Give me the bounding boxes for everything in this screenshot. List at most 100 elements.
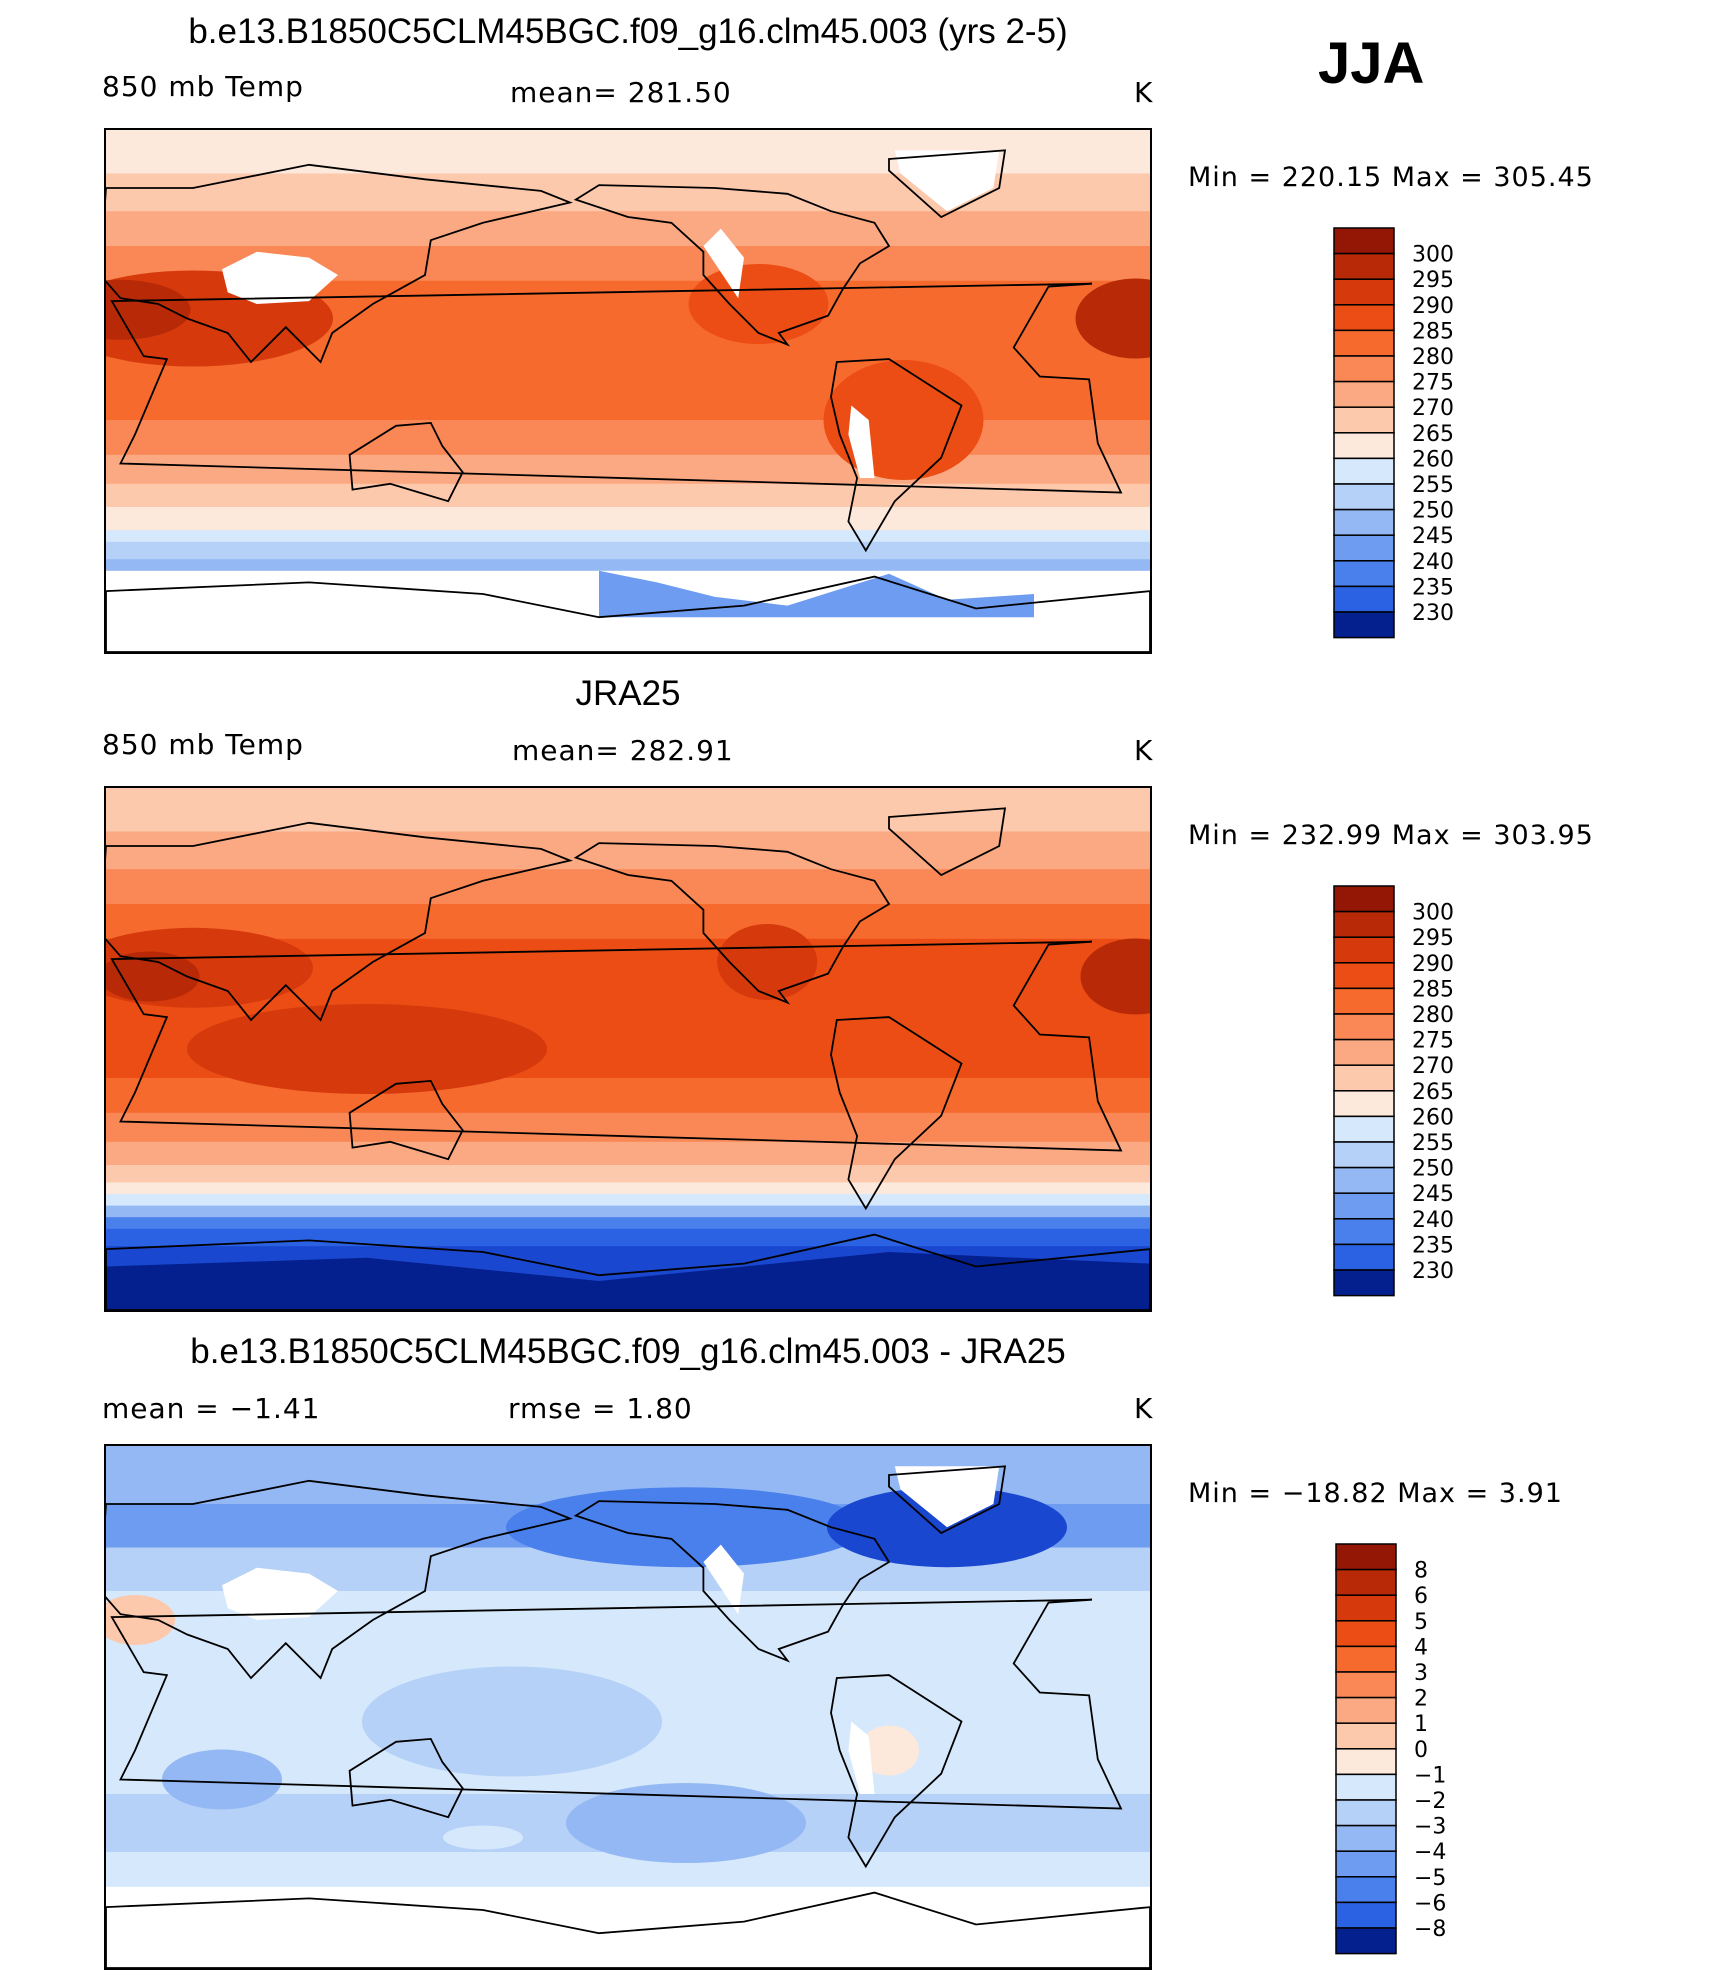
cold-anomaly [506, 1487, 866, 1568]
africa-coastline [110, 1598, 1123, 1810]
colorbar-swatch [1335, 1748, 1397, 1776]
australia-coastline [348, 421, 464, 503]
eurasia-coastline [106, 821, 573, 1022]
warm-anomaly [106, 1595, 175, 1645]
colorbar-tick-label: 0 [1414, 1738, 1428, 1763]
antarctica-coastline [106, 575, 1150, 652]
colorbar-tick-label: 250 [1412, 499, 1454, 524]
warm-region [823, 360, 984, 480]
eurasia-coastline [106, 1479, 573, 1680]
colorbar-swatch [1335, 1696, 1397, 1724]
min-max-label: Min = 232.99 Max = 303.95 [1188, 820, 1594, 851]
colorbar-swatch [1335, 1927, 1397, 1955]
colorbar-swatch [1335, 1850, 1397, 1878]
colorbar-swatch [1333, 278, 1395, 306]
colorbar-tick-label: 240 [1412, 1208, 1454, 1233]
warm-region [717, 924, 818, 1000]
cold-anomaly [566, 1783, 806, 1863]
cold-anomaly [162, 1749, 282, 1810]
map-panel-model [104, 128, 1152, 654]
greenland-coastline [888, 807, 1007, 877]
temperature-band [106, 454, 1150, 485]
colorbar-swatch [1333, 227, 1395, 255]
temperature-band [106, 559, 1150, 572]
cold-region [106, 1252, 1150, 1310]
colorbar-tick-label: 265 [1412, 422, 1454, 447]
colorbar-swatch [1333, 962, 1395, 990]
temperature-band [106, 1182, 1150, 1195]
south-america-coastline [830, 358, 963, 553]
colorbar-tick-label: 245 [1412, 524, 1454, 549]
colorbar-tick-label: 255 [1412, 1131, 1454, 1156]
colorbar-swatch [1335, 1620, 1397, 1648]
map-panel-obs [104, 786, 1152, 1312]
missing-data-region [703, 1544, 744, 1615]
missing-data-region [222, 251, 338, 304]
colorbar-tick-label: 290 [1412, 952, 1454, 977]
colorbar-tick-label: −8 [1414, 1917, 1446, 1942]
colorbar-swatch [1335, 1799, 1397, 1827]
colorbar-swatch [1333, 406, 1395, 434]
colorbar-swatch [1333, 252, 1395, 280]
missing-data-region [894, 1466, 1000, 1528]
colorbar-swatch [1333, 1090, 1395, 1118]
warm-region [106, 279, 191, 340]
africa-coastline [110, 282, 1123, 494]
eurasia-coastline [106, 163, 573, 364]
temperature-band [106, 1205, 1150, 1218]
temperature-band [106, 1217, 1150, 1230]
colorbar-swatch [1335, 1722, 1397, 1750]
panel-title: b.e13.B1850C5CLM45BGC.f09_g16.clm45.003 … [188, 12, 1068, 51]
colorbar-tick-label: 275 [1412, 1029, 1454, 1054]
colorbar-swatch [1333, 1038, 1395, 1066]
colorbar-swatch [1333, 483, 1395, 511]
colorbar-swatch [1333, 304, 1395, 332]
temperature-band [106, 530, 1150, 543]
colorbar-tick-label: 230 [1412, 601, 1454, 626]
colorbar-swatch [1335, 1671, 1397, 1699]
colorbar-swatch [1335, 1568, 1397, 1596]
colorbar-tick-label: 300 [1412, 243, 1454, 268]
colorbar-swatch [1333, 1218, 1395, 1246]
min-max-label: Min = −18.82 Max = 3.91 [1188, 1478, 1563, 1509]
north-america-coastline [573, 842, 891, 1005]
colorbar-tick-label: 5 [1414, 1610, 1428, 1635]
warm-region [688, 264, 829, 344]
temperature-band [106, 1141, 1150, 1166]
colorbar-tick-label: 270 [1412, 1054, 1454, 1079]
colorbar-tick-label: 245 [1412, 1182, 1454, 1207]
colorbar-swatch [1333, 1115, 1395, 1143]
colorbar-swatch [1333, 585, 1395, 613]
missing-data-region [222, 1567, 338, 1620]
colorbar-swatch [1333, 560, 1395, 588]
cold-region [599, 570, 1034, 618]
antarctica-coastline [106, 1233, 1150, 1310]
colorbar-tick-label: 280 [1412, 345, 1454, 370]
colorbar-tick-label: 280 [1412, 1003, 1454, 1028]
units-label: K [1134, 76, 1154, 109]
colorbar-tick-label: −4 [1414, 1840, 1446, 1865]
australia-coastline [348, 1737, 464, 1819]
warm-region [1075, 278, 1150, 359]
panel-title: b.e13.B1850C5CLM45BGC.f09_g16.clm45.003 … [190, 1332, 1066, 1371]
africa-coastline [110, 940, 1123, 1152]
colorbar-tick-label: 255 [1412, 473, 1454, 498]
missing-data-region [848, 1721, 875, 1794]
colorbar-tick-label: −3 [1414, 1815, 1446, 1840]
panel-title: JRA25 [575, 674, 681, 713]
colorbar-tick-label: 260 [1412, 1105, 1454, 1130]
colorbar-swatch [1335, 1824, 1397, 1852]
colorbar-tick-label: 275 [1412, 371, 1454, 396]
rmse-label: rmse = 1.80 [508, 1392, 693, 1425]
temperature-band [106, 541, 1150, 560]
cold-anomaly [362, 1666, 662, 1777]
colorbar-obs: 300 295 290 285 280 275 270 265 260 255 250 245 240 2… [1333, 885, 1494, 1306]
colorbar-tick-label: 265 [1412, 1080, 1454, 1105]
colorbar-tick-label: 270 [1412, 396, 1454, 421]
map-panel-diff [104, 1444, 1152, 1970]
colorbar-tick-label: 6 [1414, 1584, 1428, 1609]
temperature-band [106, 420, 1150, 456]
colorbar-tick-label: 235 [1412, 1233, 1454, 1258]
colorbar-swatch [1335, 1901, 1397, 1929]
warm-anomaly [859, 1725, 919, 1776]
